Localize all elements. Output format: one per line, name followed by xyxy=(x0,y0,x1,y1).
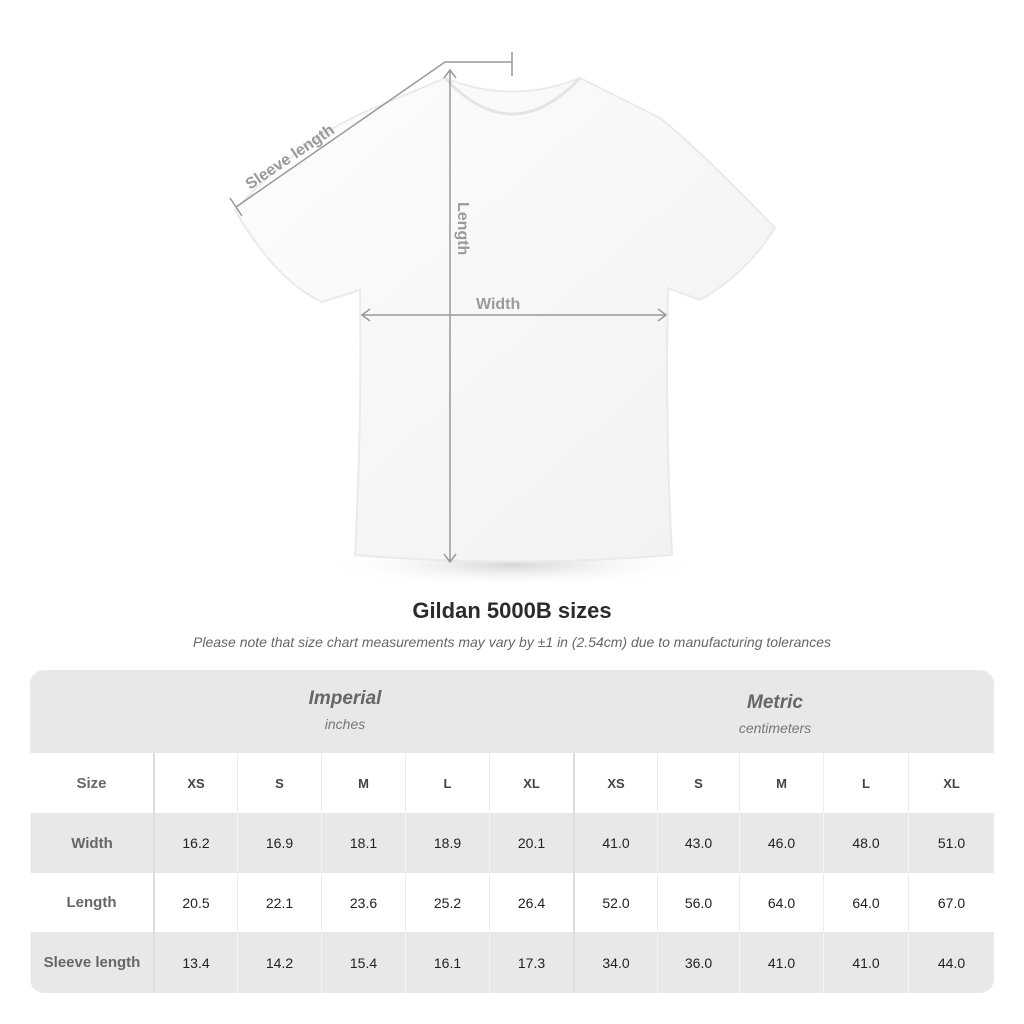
row-label: Sleeve length xyxy=(30,932,153,993)
value-cell: 34.0 xyxy=(573,932,657,993)
value-cell: 51.0 xyxy=(908,813,994,873)
row-label: Length xyxy=(66,894,117,911)
value-cell: 43.0 xyxy=(657,813,739,873)
value-cell: 26.4 xyxy=(489,873,573,932)
value-cell: 16.2 xyxy=(153,813,237,873)
value-cell: 64.0 xyxy=(823,873,908,932)
length-arrow xyxy=(443,68,457,564)
metric-header: Metric centimeters xyxy=(738,692,812,736)
value-cell: 17.3 xyxy=(489,932,573,993)
size-table: Imperial inches Metric centimeters Size X… xyxy=(30,670,994,993)
sleeve-arrow xyxy=(235,61,512,208)
table-row: Sleeve length 13.4 14.2 15.4 16.1 17.3 34.0 36.… xyxy=(30,932,994,993)
size-cell: L xyxy=(405,753,489,813)
table-row: Length 20.5 22.1 23.6 25.2 26.4 52.0 56.0 64.0 64… xyxy=(30,873,994,932)
width-arrow xyxy=(360,308,668,322)
size-cell: M xyxy=(321,753,405,813)
width-label: Width xyxy=(476,296,520,313)
value-cell: 15.4 xyxy=(321,932,405,993)
value-cell: 41.0 xyxy=(823,932,908,993)
row-label: Size xyxy=(76,774,107,792)
value-cell: 36.0 xyxy=(657,932,739,993)
value-cell: 18.1 xyxy=(321,813,405,873)
tolerance-note: Please note that size chart measurements… xyxy=(193,634,831,650)
value-cell: 20.5 xyxy=(153,873,237,932)
value-cell: 46.0 xyxy=(739,813,823,873)
size-cell: S xyxy=(237,753,321,813)
value-cell: 48.0 xyxy=(823,813,908,873)
value-cell: 25.2 xyxy=(405,873,489,932)
value-cell: 23.6 xyxy=(321,873,405,932)
tshirt-diagram: Sleeve length Length Width xyxy=(229,52,777,587)
value-cell: 67.0 xyxy=(908,873,994,932)
value-cell: 16.1 xyxy=(405,932,489,993)
row-label: Width xyxy=(30,813,153,873)
length-label: Length xyxy=(454,202,471,255)
size-cell: XL xyxy=(908,753,994,813)
value-cell: 18.9 xyxy=(405,813,489,873)
size-cell: XL xyxy=(489,753,573,813)
size-cell: S xyxy=(657,753,739,813)
size-header-row: Size XS S M L XL XS S M L XL xyxy=(30,753,994,813)
value-cell: 41.0 xyxy=(739,932,823,993)
value-cell: 44.0 xyxy=(908,932,994,993)
table-row: Width 16.2 16.9 18.1 18.9 20.1 41.0 43.0 46.0 48.… xyxy=(30,813,994,873)
page-title: Gildan 5000B sizes xyxy=(412,598,612,623)
size-cell: M xyxy=(739,753,823,813)
value-cell: 16.9 xyxy=(237,813,321,873)
value-cell: 41.0 xyxy=(573,813,657,873)
value-cell: 20.1 xyxy=(489,813,573,873)
tshirt-shape xyxy=(233,76,777,563)
size-cell: L xyxy=(823,753,908,813)
value-cell: 14.2 xyxy=(237,932,321,993)
value-cell: 13.4 xyxy=(153,932,237,993)
size-cell: XS xyxy=(153,753,237,813)
value-cell: 64.0 xyxy=(739,873,823,932)
value-cell: 52.0 xyxy=(573,873,657,932)
size-cell: XS xyxy=(573,753,657,813)
value-cell: 22.1 xyxy=(237,873,321,932)
table-header: Imperial inches Metric centimeters xyxy=(30,670,994,753)
value-cell: 56.0 xyxy=(657,873,739,932)
imperial-header: Imperial inches xyxy=(308,688,382,732)
